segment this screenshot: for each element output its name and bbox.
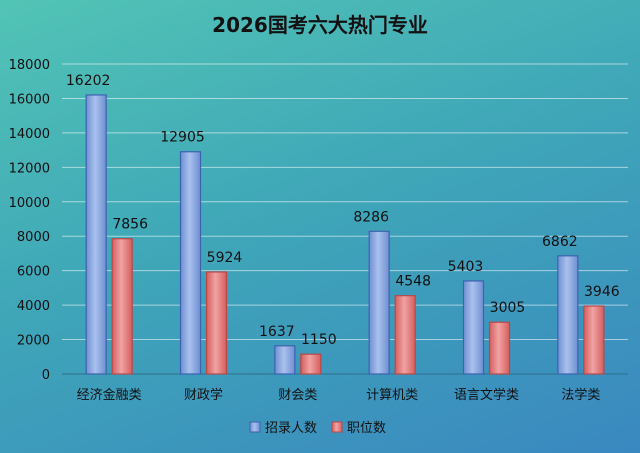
data-label: 6862	[542, 234, 578, 250]
data-label: 3946	[584, 284, 620, 300]
chart-title: 2026国考六大热门专业	[212, 13, 428, 37]
bar-recruit-count	[274, 345, 296, 375]
legend-label: 职位数	[347, 421, 386, 436]
data-label: 5924	[207, 250, 243, 266]
x-category-label: 计算机类	[366, 388, 418, 403]
bar-recruit-count	[179, 151, 202, 375]
legend-label: 招录人数	[265, 421, 317, 436]
bar-position-count	[300, 353, 322, 375]
x-category-label: 财会类	[278, 388, 317, 403]
legend-swatch	[331, 421, 343, 433]
y-tick-label: 10000	[9, 196, 50, 211]
x-category-label: 财政学	[184, 387, 223, 403]
data-label: 4548	[395, 274, 431, 290]
legend-swatch	[249, 421, 261, 433]
bar-recruit-count	[462, 280, 485, 375]
y-tick-label: 12000	[9, 161, 50, 176]
x-category-label: 语言文学类	[454, 387, 519, 403]
data-label: 8286	[353, 209, 389, 225]
bar-position-count	[205, 271, 228, 375]
bar-recruit-count	[368, 230, 390, 375]
legend: 招录人数 职位数	[249, 421, 386, 436]
y-tick-label: 0	[42, 368, 50, 383]
y-tick-label: 4000	[17, 299, 50, 314]
grid-layer: 0 2000 4000 6000 8000 10000 12000 14000 16000 180…	[9, 58, 628, 383]
labels-layer: 经济金融类 16202 7856 财政学 12905 5924 财会类 1637 1150 计算机…	[66, 73, 620, 403]
bar-recruit-count	[85, 94, 107, 375]
data-label: 12905	[160, 130, 205, 146]
data-label: 1150	[301, 332, 337, 348]
bar-position-count	[488, 321, 511, 375]
y-tick-label: 8000	[17, 230, 50, 245]
x-category-label: 法学类	[561, 387, 600, 403]
bar-position-count	[583, 305, 605, 375]
y-tick-label: 2000	[17, 334, 50, 349]
y-tick-label: 18000	[9, 58, 50, 73]
data-label: 1637	[259, 324, 295, 340]
x-category-label: 经济金融类	[77, 387, 142, 403]
y-tick-label: 6000	[17, 265, 50, 280]
data-label: 7856	[112, 217, 148, 233]
data-label: 16202	[66, 73, 111, 89]
bar-position-count	[111, 238, 133, 375]
bar-recruit-count	[557, 255, 579, 375]
y-tick-label: 16000	[9, 92, 50, 107]
bar-position-count	[394, 295, 416, 375]
data-label: 3005	[490, 300, 526, 316]
y-tick-label: 14000	[9, 127, 50, 142]
bars-layer	[85, 94, 605, 375]
data-label: 5403	[448, 259, 484, 275]
